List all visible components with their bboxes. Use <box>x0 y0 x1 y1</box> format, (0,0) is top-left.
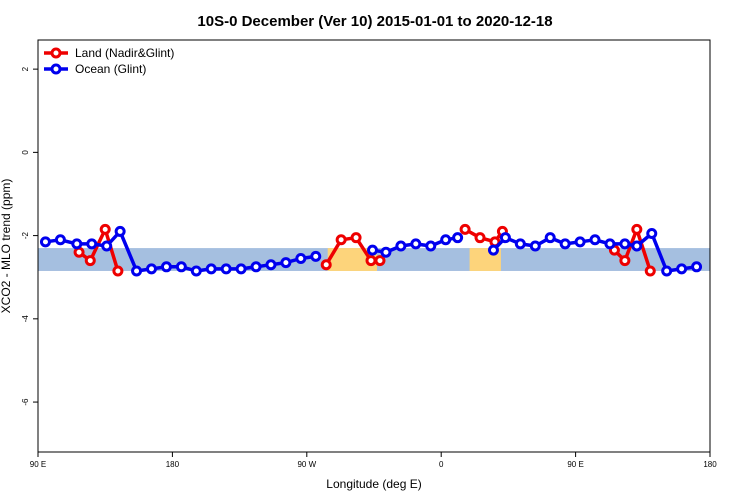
land-series-line <box>464 227 504 244</box>
ocean-data-point <box>310 250 322 262</box>
land-data-point <box>474 232 486 244</box>
y-tick-label: -6 <box>21 398 30 406</box>
legend-ocean-marker <box>50 63 62 75</box>
ocean-data-point <box>235 263 247 275</box>
ocean-data-point <box>220 263 232 275</box>
ocean-data-point <box>265 259 277 271</box>
x-axis: 90 E 180 90 W 0 90 E 180 <box>30 452 717 469</box>
x-tick-label: 0 <box>439 460 444 469</box>
ocean-data-point <box>425 240 437 252</box>
ocean-data-point <box>367 244 379 256</box>
ocean-data-point <box>54 234 66 246</box>
ocean-data-point <box>661 265 673 277</box>
ocean-data-point <box>676 263 688 275</box>
ocean-data-point <box>544 232 556 244</box>
ocean-data-point <box>529 240 541 252</box>
ocean-data-point <box>39 236 51 248</box>
ocean-data-point <box>514 238 526 250</box>
ocean-data-point <box>499 232 511 244</box>
ocean-data-point <box>145 263 157 275</box>
x-tick-label: 90 E <box>567 460 583 469</box>
land-data-point <box>112 265 124 277</box>
y-tick-label: 0 <box>21 150 30 155</box>
ocean-data-point <box>631 240 643 252</box>
ocean-data-point <box>160 261 172 273</box>
ocean-data-point <box>395 240 407 252</box>
x-axis-label: Longitude (deg E) <box>326 477 421 491</box>
ocean-data-point <box>250 261 262 273</box>
ocean-data-point <box>559 238 571 250</box>
land-data-point <box>374 255 386 267</box>
y-tick-label: 2 <box>21 66 30 71</box>
land-data-point <box>335 234 347 246</box>
ocean-data-point <box>86 238 98 250</box>
x-tick-label: 180 <box>703 460 717 469</box>
ocean-data-point <box>71 238 83 250</box>
land-data-point <box>365 255 377 267</box>
land-data-point <box>459 223 471 235</box>
y-tick-label: -2 <box>21 231 30 239</box>
x-tick-label: 180 <box>166 460 180 469</box>
land-data-point <box>320 259 332 271</box>
land-data-point <box>84 255 96 267</box>
ocean-data-point <box>646 228 658 240</box>
ocean-data-point <box>205 263 217 275</box>
y-tick-label: -4 <box>21 315 30 323</box>
ocean-data-point <box>380 246 392 258</box>
x-tick-label: 90 E <box>30 460 46 469</box>
ocean-data-point <box>619 238 631 250</box>
ocean-data-point <box>440 234 452 246</box>
land-data-point <box>619 255 631 267</box>
legend-land-label: Land (Nadir&Glint) <box>75 46 174 60</box>
ocean-data-point <box>114 225 126 237</box>
y-axis: 2 0 -2 -4 -6 <box>21 66 38 406</box>
ocean-data-point <box>410 238 422 250</box>
series-layer <box>39 223 703 277</box>
land-data-point <box>644 265 656 277</box>
ocean-data-point <box>604 238 616 250</box>
ocean-data-point <box>131 265 143 277</box>
ocean-data-point <box>101 240 113 252</box>
land-data-point <box>99 223 111 235</box>
ocean-data-point <box>295 252 307 264</box>
ocean-data-point <box>175 261 187 273</box>
ocean-data-point <box>691 261 703 273</box>
chart-title: 10S-0 December (Ver 10) 2015-01-01 to 20… <box>197 13 552 30</box>
ocean-data-point <box>574 236 586 248</box>
land-data-point <box>73 246 85 258</box>
ocean-data-point <box>280 257 292 269</box>
legend: Land (Nadir&Glint) Ocean (Glint) <box>44 46 174 76</box>
legend-ocean-label: Ocean (Glint) <box>75 62 146 76</box>
ocean-data-point <box>589 234 601 246</box>
ocean-data-point <box>452 232 464 244</box>
ocean-data-point <box>190 265 202 277</box>
legend-land-marker <box>50 47 62 59</box>
land-data-point <box>631 223 643 235</box>
ocean-data-point <box>487 244 499 256</box>
x-tick-label: 90 W <box>297 460 316 469</box>
y-axis-label: XCO2 - MLO trend (ppm) <box>0 179 13 314</box>
plot-frame <box>37 39 711 453</box>
land-data-point <box>350 232 362 244</box>
